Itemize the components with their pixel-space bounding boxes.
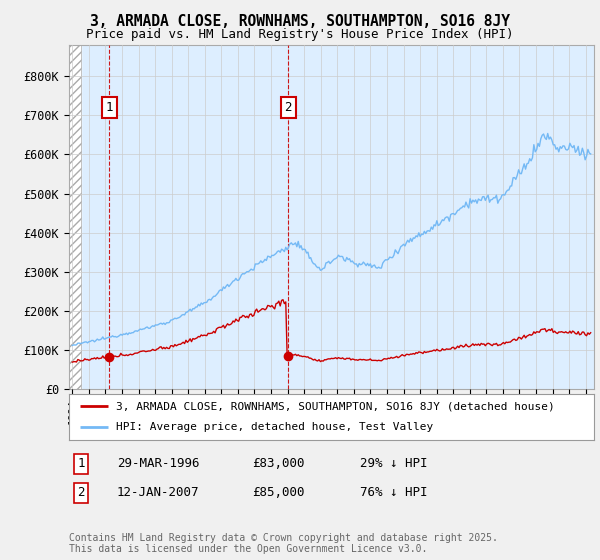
Text: 76% ↓ HPI: 76% ↓ HPI	[360, 486, 427, 500]
Text: 1: 1	[106, 101, 113, 114]
Text: 12-JAN-2007: 12-JAN-2007	[117, 486, 199, 500]
Text: 29-MAR-1996: 29-MAR-1996	[117, 457, 199, 470]
Text: £85,000: £85,000	[252, 486, 305, 500]
Text: Price paid vs. HM Land Registry's House Price Index (HPI): Price paid vs. HM Land Registry's House …	[86, 28, 514, 41]
Text: 1: 1	[77, 457, 85, 470]
Text: £83,000: £83,000	[252, 457, 305, 470]
Bar	[69, 45, 80, 389]
Text: HPI: Average price, detached house, Test Valley: HPI: Average price, detached house, Test…	[116, 422, 433, 432]
Text: 29% ↓ HPI: 29% ↓ HPI	[360, 457, 427, 470]
Text: 3, ARMADA CLOSE, ROWNHAMS, SOUTHAMPTON, SO16 8JY: 3, ARMADA CLOSE, ROWNHAMS, SOUTHAMPTON, …	[90, 14, 510, 29]
Text: 3, ARMADA CLOSE, ROWNHAMS, SOUTHAMPTON, SO16 8JY (detached house): 3, ARMADA CLOSE, ROWNHAMS, SOUTHAMPTON, …	[116, 401, 555, 411]
Text: 2: 2	[284, 101, 292, 114]
Text: Contains HM Land Registry data © Crown copyright and database right 2025.
This d: Contains HM Land Registry data © Crown c…	[69, 533, 498, 554]
Bar	[69, 45, 80, 389]
Text: 2: 2	[77, 486, 85, 500]
